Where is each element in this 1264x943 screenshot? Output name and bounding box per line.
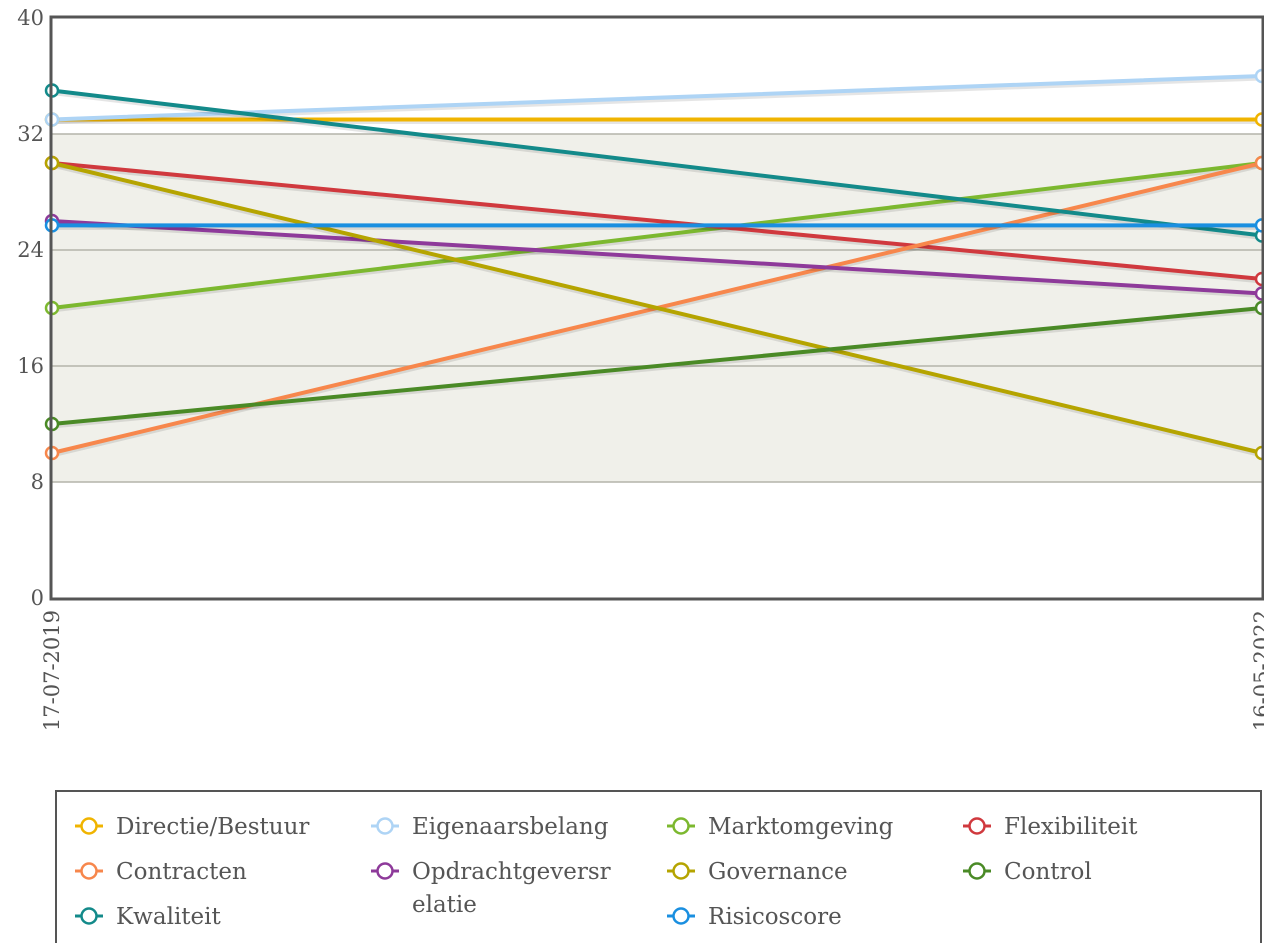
legend-swatch-marker [968,817,986,835]
series-line-governance [50,161,1264,455]
legend-swatch-marker [968,862,986,880]
series-line-marktomgeving [50,161,1264,310]
legend-swatch-marker [80,907,98,925]
legend-item-control[interactable]: Control [963,859,1092,885]
y-tick-label-0: 0 [31,586,44,610]
x-tick-label-1: 16-05-2022 [1250,610,1264,731]
legend-label-risicoscore: Risicoscore [708,904,842,930]
legend-label-eigenaarsbelang: Eigenaarsbelang [412,814,609,840]
legend-swatch-marker [672,862,690,880]
legend-label-control: Control [1004,859,1092,885]
legend-item-risicoscore[interactable]: Risicoscore [667,904,842,930]
legend-label-flexibiliteit: Flexibiliteit [1004,814,1138,840]
legend-item-contracten[interactable]: Contracten [75,859,247,885]
x-axis-ticks: 17-07-2019 16-05-2022 [40,610,1264,731]
x-tick-label-0: 17-07-2019 [40,610,64,731]
legend-label-directie-bestuur: Directie/Bestuur [116,814,309,840]
series-line-kwaliteit [50,88,1264,238]
legend-label-kwaliteit: Kwaliteit [116,904,222,930]
legend-label-marktomgeving: Marktomgeving [708,814,894,840]
y-tick-label-8: 8 [31,470,44,494]
legend-swatch-marker [672,817,690,835]
legend-item-eigenaarsbelang[interactable]: Eigenaarsbelang [371,814,609,840]
series-layer [44,68,1264,461]
legend: Directie/Bestuur Eigenaarsbelang Marktomge… [55,790,1262,943]
series-line-flexibiliteit [50,161,1264,281]
legend-label-opdrachtgeversrelatie-line-1: elatie [412,892,477,918]
y-tick-label-16: 16 [17,354,44,378]
legend-swatch-marker [376,817,394,835]
legend-box [55,790,1262,943]
legend-swatch-marker [80,862,98,880]
legend-item-marktomgeving[interactable]: Marktomgeving [667,814,894,840]
series-line-opdrachtgeversrelatie [50,219,1264,296]
plot-frame [49,15,1264,601]
legend-swatch-marker [80,817,98,835]
series-line-control [50,306,1264,426]
legend-swatch-marker [672,907,690,925]
y-tick-label-32: 32 [17,122,44,146]
series-line-eigenaarsbelang [50,74,1264,122]
legend-swatch-marker [376,862,394,880]
plot-border [49,15,1264,601]
y-tick-label-40: 40 [17,6,44,30]
legend-label-contracten: Contracten [116,859,247,885]
legend-item-flexibiliteit[interactable]: Flexibiliteit [963,814,1138,840]
y-tick-label-24: 24 [17,238,44,262]
y-axis-ticks: 0 8 16 24 32 40 [17,6,44,610]
legend-item-kwaliteit[interactable]: Kwaliteit [75,904,222,930]
legend-item-opdrachtgeversrelatie[interactable]: Opdrachtgeversr elatie [371,859,611,918]
legend-label-governance: Governance [708,859,848,885]
legend-label-opdrachtgeversrelatie-line-0: Opdrachtgeversr [412,859,611,885]
legend-item-directie-bestuur[interactable]: Directie/Bestuur [75,814,309,840]
legend-item-governance[interactable]: Governance [667,859,848,885]
